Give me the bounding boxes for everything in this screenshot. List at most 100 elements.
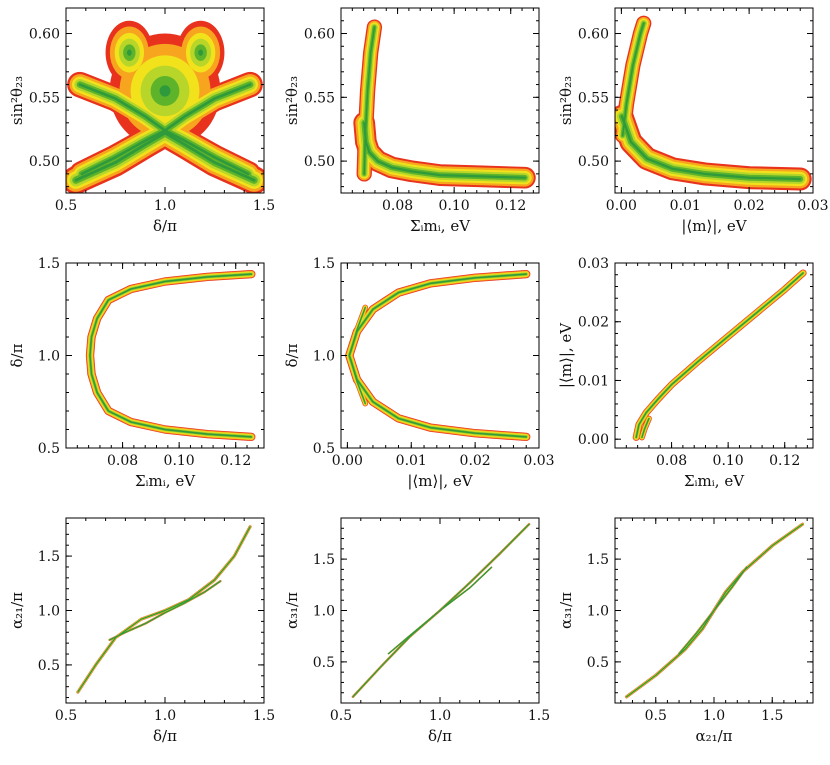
- y-tick-label: 0.01: [578, 373, 609, 389]
- x-tick-label: 0.08: [107, 453, 138, 469]
- x-tick-label: 0.08: [656, 453, 687, 469]
- density-band-0: [76, 525, 252, 694]
- density-band-0: [634, 270, 806, 440]
- y-tick-label: 0.5: [587, 655, 609, 671]
- y-tick-label: 0.60: [29, 27, 60, 43]
- y-axis-title: δ/π: [283, 343, 301, 367]
- density-band-0: [74, 131, 256, 182]
- density-band-1: [109, 580, 221, 641]
- density-band-0: [347, 272, 529, 439]
- density-band-1: [350, 306, 366, 353]
- density-blob-2: [198, 49, 204, 56]
- x-tick-label: 1.0: [703, 708, 725, 724]
- y-axis-title: α₂₁/π: [8, 592, 26, 629]
- y-axis-title: α₃₁/π: [283, 592, 301, 629]
- y-tick-label: 0.5: [38, 441, 60, 457]
- y-tick-label: 1.0: [38, 604, 60, 620]
- panel-p13: 0.00 0.01 0.02 0.03 0.50 0.55 0.60 |⟨m⟩|, eV sin…: [557, 7, 829, 235]
- density-band-0: [348, 273, 527, 438]
- plot-frame: [65, 262, 265, 449]
- panel-p23: 0.08 0.10 0.12 0.00 0.01 0.02 0.03 Σᵢmᵢ, eV |⟨m⟩…: [557, 256, 814, 490]
- y-tick-label: 1.5: [38, 256, 60, 272]
- y-tick-label: 0.55: [29, 90, 60, 106]
- density-region: [85, 269, 256, 442]
- density-band-0: [635, 272, 804, 438]
- x-tick-label: 0.01: [670, 198, 701, 214]
- y-tick-label: 0.50: [578, 154, 609, 170]
- density-region: [345, 269, 531, 442]
- x-axis-title: |⟨m⟩|, eV: [407, 472, 473, 490]
- y-axis-title: δ/π: [8, 343, 26, 367]
- panel-p33: 0.5 1.0 1.5 0.5 1.0 1.5 α₂₁/π α₃₁/π: [557, 517, 814, 745]
- x-tick-label: 0.03: [797, 198, 828, 214]
- x-tick-label: 0.12: [220, 453, 251, 469]
- x-tick-label: 0.08: [382, 198, 413, 214]
- x-tick-label: 0.10: [713, 453, 744, 469]
- y-axis-title: sin²θ₂₃: [283, 76, 301, 125]
- x-tick-label: 0.5: [55, 198, 77, 214]
- y-axis-title: α₃₁/π: [557, 592, 575, 629]
- x-tick-label: 1.0: [154, 198, 176, 214]
- x-tick-label: 0.10: [439, 198, 470, 214]
- density-band-0: [89, 273, 252, 438]
- x-axis-title: Σᵢmᵢ, eV: [410, 217, 471, 235]
- y-tick-label: 0.50: [29, 154, 60, 170]
- density-band-0: [346, 271, 529, 440]
- y-tick-label: 1.5: [587, 552, 609, 568]
- y-tick-label: 0.60: [304, 27, 335, 43]
- y-axis-title: |⟨m⟩|, eV: [557, 322, 575, 388]
- x-tick-label: 1.5: [528, 708, 550, 724]
- y-tick-label: 0.55: [578, 90, 609, 106]
- density-band-0: [345, 269, 531, 442]
- panel-p11: 0.5 1.0 1.5 0.50 0.55 0.60 δ/π sin²θ₂₃: [8, 7, 275, 235]
- density-band-0: [88, 272, 254, 439]
- x-tick-label: 0.02: [460, 453, 491, 469]
- y-tick-label: 0.02: [578, 315, 609, 331]
- density-band-2: [350, 358, 366, 405]
- y-axis-title: sin²θ₂₃: [557, 76, 575, 125]
- density-region: [353, 19, 536, 189]
- density-band-1: [363, 121, 526, 179]
- y-tick-label: 0.5: [313, 441, 335, 457]
- x-tick-label: 1.5: [253, 708, 275, 724]
- y-tick-label: 0.5: [38, 658, 60, 674]
- x-axis-title: |⟨m⟩|, eV: [681, 217, 747, 235]
- y-tick-label: 0.60: [578, 27, 609, 43]
- x-axis-title: Σᵢmᵢ, eV: [684, 472, 745, 490]
- y-tick-label: 1.5: [38, 549, 60, 565]
- x-tick-label: 0.01: [396, 453, 427, 469]
- x-axis-title: Σᵢmᵢ, eV: [135, 472, 196, 490]
- density-band-1: [641, 418, 650, 438]
- x-axis-title: δ/π: [428, 727, 452, 745]
- density-region: [351, 523, 531, 698]
- x-axis-title: δ/π: [153, 727, 177, 745]
- x-tick-label: 1.0: [154, 708, 176, 724]
- density-band-0: [348, 273, 528, 438]
- y-tick-label: 1.0: [313, 349, 335, 365]
- density-band-1: [678, 566, 748, 655]
- x-tick-label: 0.5: [330, 708, 352, 724]
- density-band-0: [345, 270, 530, 441]
- plot-frame: [614, 262, 814, 449]
- density-blob-0: [159, 85, 171, 97]
- x-tick-label: 0.10: [164, 453, 195, 469]
- density-region: [632, 269, 807, 441]
- y-tick-label: 0.55: [304, 90, 335, 106]
- x-tick-label: 0.02: [734, 198, 765, 214]
- y-tick-label: 1.0: [313, 604, 335, 620]
- density-band-2: [78, 83, 250, 176]
- density-band-0: [621, 22, 645, 137]
- x-axis-title: δ/π: [153, 217, 177, 235]
- panel-p31: 0.5 1.0 1.5 0.5 1.0 1.5 δ/π α₂₁/π: [8, 517, 275, 745]
- plot-frame: [614, 7, 814, 194]
- density-band-0: [77, 526, 251, 693]
- x-tick-label: 0.5: [55, 708, 77, 724]
- x-tick-label: 0.5: [645, 708, 667, 724]
- x-tick-label: 0.00: [606, 198, 637, 214]
- y-axis-title: sin²θ₂₃: [8, 76, 26, 125]
- x-tick-label: 1.0: [429, 708, 451, 724]
- density-band-1: [620, 115, 802, 181]
- y-tick-label: 1.5: [313, 552, 335, 568]
- y-tick-label: 0.00: [578, 432, 609, 448]
